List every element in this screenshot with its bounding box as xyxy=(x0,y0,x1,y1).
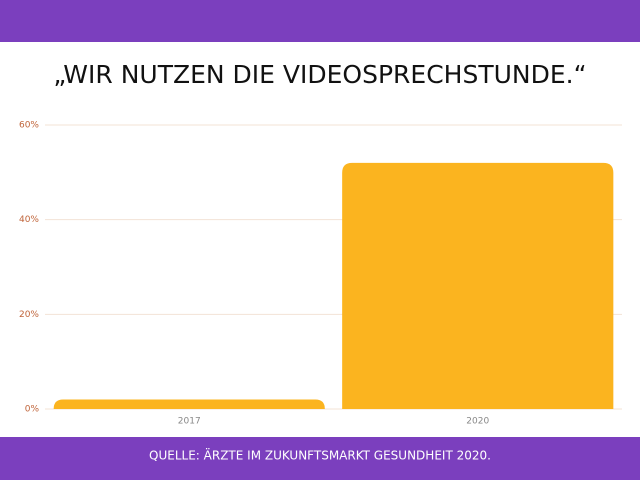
chart-title: „WIR NUTZEN DIE VIDEOSPRECHSTUNDE.“ xyxy=(53,60,586,89)
source: QUELLE: ÄRZTE IM ZUKUNFTSMARKT GESUNDHEI… xyxy=(149,448,491,463)
y-tick-label: 60% xyxy=(19,121,39,131)
bar xyxy=(342,162,614,409)
x-tick-label: 2020 xyxy=(466,417,489,427)
x-tick-label: 2017 xyxy=(178,417,201,427)
bar xyxy=(53,399,325,409)
bottom-band xyxy=(0,437,640,480)
y-tick-label: 20% xyxy=(19,310,39,320)
y-tick-label: 40% xyxy=(19,215,39,225)
y-tick-label: 0% xyxy=(25,405,40,415)
top-band xyxy=(0,0,640,42)
